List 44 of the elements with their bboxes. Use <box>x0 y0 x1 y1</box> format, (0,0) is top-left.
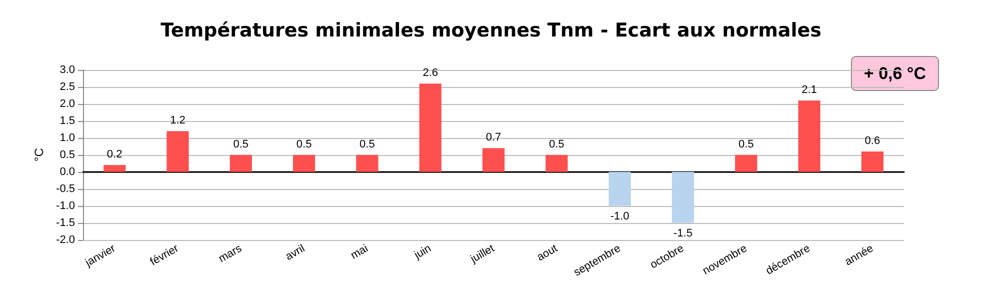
y-tick-label: 1.5 <box>60 114 75 127</box>
data-label: 0.6 <box>864 134 880 147</box>
bar <box>608 172 631 206</box>
y-tick-label: -1.0 <box>56 200 75 212</box>
bar <box>546 154 568 172</box>
bar <box>735 154 758 172</box>
bar <box>798 100 820 172</box>
y-tick-label: -0.5 <box>56 182 75 195</box>
bar <box>482 148 505 172</box>
data-label: 0.5 <box>296 138 312 150</box>
data-label: 1.2 <box>170 114 186 127</box>
bar <box>230 154 252 172</box>
bar <box>861 151 884 172</box>
y-tick-label: 0.0 <box>60 166 75 178</box>
y-tick-label: 0.5 <box>60 148 75 161</box>
x-tick-label: juin <box>412 242 434 262</box>
chart-title: Températures minimales moyennes Tnm - Ecart aux normales <box>160 20 822 42</box>
y-tick-label: -1.5 <box>56 216 75 229</box>
x-tick-label: mai <box>348 242 370 262</box>
bar <box>292 154 316 172</box>
data-label: 0.2 <box>106 148 122 161</box>
bar <box>672 172 694 223</box>
y-axis-title: °C <box>32 148 46 162</box>
data-label: 0.5 <box>360 138 375 150</box>
y-tick-label: 3.0 <box>60 64 75 76</box>
data-label: 2.6 <box>422 67 438 80</box>
data-label: -1.0 <box>610 210 630 222</box>
data-label: 0.7 <box>486 132 502 144</box>
bar <box>419 84 442 172</box>
bar <box>166 131 189 172</box>
data-label: 0.5 <box>549 138 564 150</box>
data-label: 0.5 <box>233 138 249 150</box>
y-tick-label: 2.5 <box>60 80 75 93</box>
y-tick-label: 1.0 <box>60 132 75 144</box>
x-tick-label: aout <box>535 242 560 264</box>
x-tick-label: mars <box>216 242 244 266</box>
data-label: 2.1 <box>802 84 817 96</box>
data-label: -1.5 <box>673 227 692 240</box>
y-tick-label: 2.0 <box>60 98 75 110</box>
data-label: 0.5 <box>738 138 754 150</box>
y-tick-label: -2.0 <box>56 234 75 246</box>
bar <box>104 165 126 172</box>
bar <box>356 154 378 172</box>
x-tick-label: avril <box>284 242 308 264</box>
